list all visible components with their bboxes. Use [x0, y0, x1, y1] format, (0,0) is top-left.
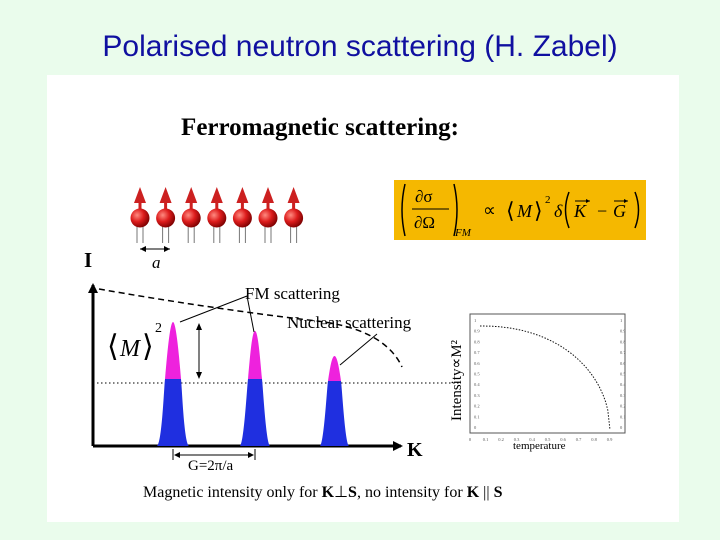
form-factor-envelope [98, 288, 403, 368]
svg-text:0.8: 0.8 [620, 339, 626, 344]
nuclear-scattering-label: Nuclear scattering [287, 313, 412, 332]
y-axis-label: I [84, 248, 92, 272]
spin-6 [258, 187, 278, 243]
formula-subscript: FM [454, 227, 472, 239]
inset-x-tick-label: 0.5 [545, 437, 551, 442]
figure-panel: Ferromagnetic scattering: a ∂σ ∂Ω FM ∝ ⟨… [47, 75, 679, 522]
svg-text:1: 1 [620, 318, 622, 323]
caption-part-1: Magnetic intensity only for [143, 484, 322, 501]
formula-proportional: ∝ [483, 200, 496, 220]
svg-text:⟨: ⟨ [506, 198, 515, 223]
inset-x-tick-label: 0.6 [560, 437, 566, 442]
slide-title: Polarised neutron scattering (H. Zabel) [102, 30, 618, 63]
spin-3 [181, 187, 201, 243]
inset-y-tick-label: 0 [474, 425, 477, 430]
formula-denominator: ∂Ω [414, 213, 435, 232]
formula-vector-g: G [613, 201, 626, 221]
caption-s-1: S [348, 484, 357, 501]
moment-symbol: M [119, 336, 142, 362]
x-axis-label: K [407, 439, 423, 461]
inset-x-tick-label: 0.2 [498, 437, 504, 442]
spin-chain [130, 187, 304, 243]
svg-text:0.6: 0.6 [620, 361, 626, 366]
formula-delta: δ [554, 201, 563, 221]
caption-k-1: K [322, 484, 335, 501]
figure-heading: Ferromagnetic scattering: [181, 114, 459, 141]
svg-text:0.5: 0.5 [620, 372, 626, 377]
fm-cross-section-formula: ∂σ ∂Ω FM ∝ ⟨ M ⟩ 2 δ K − G [394, 180, 646, 240]
svg-text:0.9: 0.9 [620, 329, 626, 334]
inset-y-tick-label: 0.4 [474, 382, 480, 387]
spin-2 [156, 187, 176, 243]
inset-y-tick-label: 0.2 [474, 404, 480, 409]
reciprocal-spacing-marker [172, 449, 256, 460]
figure-svg: Ferromagnetic scattering: a ∂σ ∂Ω FM ∝ ⟨… [84, 114, 646, 501]
fm-pointer-2 [246, 295, 255, 333]
inset-x-tick-label: 0.7 [576, 437, 582, 442]
bragg-peaks [157, 322, 349, 446]
svg-text:0.4: 0.4 [620, 382, 626, 387]
figure-caption: Magnetic intensity only for K⊥S, no inte… [143, 484, 503, 501]
formula-exponent: 2 [545, 194, 551, 206]
formula-numerator: ∂σ [415, 187, 433, 206]
formula-vector-k: K [573, 201, 587, 221]
inset-magnetization-curve [480, 325, 611, 431]
inset-y-tick-label: 0.1 [474, 414, 480, 419]
inset-x-tick-label: 0 [469, 437, 472, 442]
inset-y-label: Intensity∝M² [449, 339, 465, 421]
lattice-label: a [152, 253, 161, 272]
moment-exponent: 2 [155, 321, 162, 336]
magnetic-intensity-arrow [196, 323, 202, 379]
inset-ticks: 0 0.1 0.2 0.3 0.4 0.5 0.6 0.7 0.8 0.9 0 0 0.1 0.1 0.2 0… [469, 318, 627, 442]
caption-k-2: K [467, 484, 480, 501]
inset-x-tick-label: 0.3 [514, 437, 520, 442]
formula-minus: − [597, 201, 607, 221]
inset-y-tick-label: 0.5 [474, 372, 480, 377]
svg-text:0.1: 0.1 [620, 414, 626, 419]
inset-x-tick-label: 0.1 [483, 437, 489, 442]
spin-4 [207, 187, 227, 243]
inset-x-tick-label: 0.9 [607, 437, 613, 442]
inset-x-tick-label: 0.4 [529, 437, 535, 442]
spin-7 [284, 187, 304, 243]
caption-parallel: || [479, 484, 493, 501]
svg-text:⟩: ⟩ [142, 330, 154, 363]
svg-text:⟨: ⟨ [107, 330, 119, 363]
inset-plot: Intensity∝M² 0 0.1 0.2 0.3 0.4 0.5 0.6 0.7 0.8 0.… [449, 313, 627, 452]
inset-x-tick-label: 0.8 [591, 437, 597, 442]
reciprocal-spacing-label: G=2π/a [188, 458, 234, 474]
inset-y-tick-label: 1 [474, 318, 476, 323]
inset-y-tick-label: 0.9 [474, 329, 480, 334]
caption-s-2: S [494, 484, 503, 501]
inset-x-label: temperature [513, 440, 566, 452]
spin-1 [130, 187, 150, 243]
fm-scattering-label: FM scattering [245, 284, 340, 303]
nuclear-pointer [339, 333, 378, 366]
bragg-peak-1 [157, 322, 189, 446]
svg-text:0.2: 0.2 [620, 404, 626, 409]
svg-text:0: 0 [620, 425, 623, 430]
spin-5 [232, 187, 252, 243]
inset-y-tick-label: 0.8 [474, 339, 480, 344]
caption-part-2: , no intensity for [357, 484, 467, 501]
bragg-peak-2 [240, 331, 270, 446]
inset-frame [469, 313, 626, 434]
inset-y-tick-label: 0.6 [474, 361, 480, 366]
svg-text:⟩: ⟩ [534, 198, 543, 223]
inset-y-tick-label: 0.3 [474, 393, 480, 398]
caption-perp: ⊥ [334, 484, 348, 501]
bragg-peak-3 [320, 356, 349, 446]
lattice-spacing-marker [140, 246, 170, 252]
inset-y-tick-label: 0.7 [474, 350, 480, 355]
formula-moment: M [516, 201, 533, 221]
svg-text:0.3: 0.3 [620, 393, 626, 398]
fm-pointer-1 [179, 295, 248, 323]
svg-text:0.7: 0.7 [620, 350, 626, 355]
